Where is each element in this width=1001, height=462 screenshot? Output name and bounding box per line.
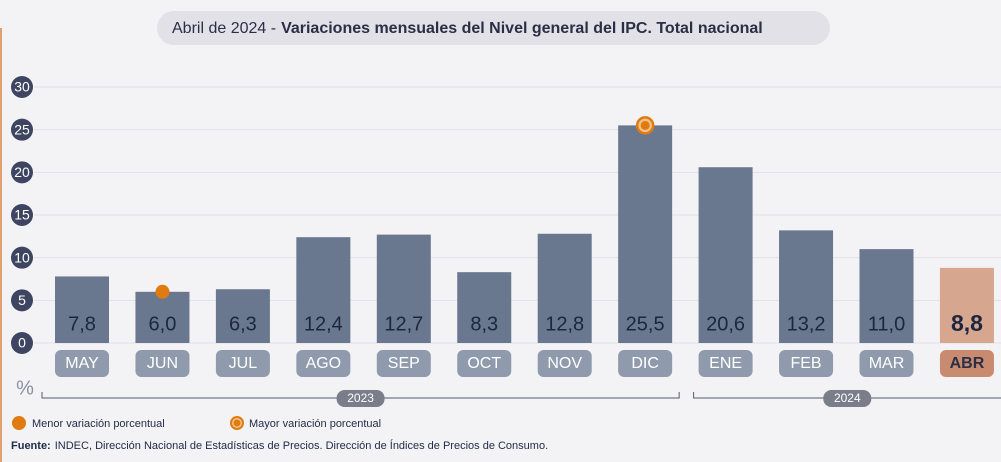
value-label: 11,0 (868, 313, 905, 335)
bar (296, 237, 351, 343)
category-pill (457, 350, 512, 377)
category-pill (779, 350, 834, 377)
y-tick-badge (11, 118, 33, 141)
x-tick-label: JUN (147, 355, 178, 372)
x-tick-label: FEB (790, 355, 821, 372)
x-tick-label: MAY (65, 355, 99, 372)
title-pill (157, 11, 830, 45)
bar (939, 267, 994, 343)
group-pill (823, 390, 872, 407)
category-pill (537, 350, 592, 377)
bar (376, 234, 431, 343)
y-tick-label: 30 (14, 79, 30, 95)
value-label: 25,5 (626, 313, 665, 335)
value-label: 12,7 (384, 313, 423, 335)
bar (779, 230, 834, 343)
y-tick-badge (11, 332, 33, 354)
x-tick-label: AGO (306, 355, 342, 372)
x-tick-label: NOV (547, 355, 582, 372)
title-date: Abril de 2024 - (172, 20, 276, 37)
y-tick-badge (11, 76, 33, 98)
y-tick-label: 25 (14, 121, 30, 137)
legend-max-core (233, 419, 241, 427)
value-label: 8,8 (951, 310, 983, 336)
category-pill (939, 350, 994, 377)
legend-min-symbol (12, 416, 26, 430)
source: Fuente: INDEC, Dirección Nacional de Esta… (11, 439, 548, 452)
legend-label: Menor variación porcentual (32, 418, 165, 430)
x-tick-label: ENE (709, 355, 742, 372)
y-tick-badge (11, 246, 33, 269)
min-marker (155, 284, 170, 299)
left-border (0, 28, 2, 462)
chart-title: Abril de 2024 - Variaciones mensuales del… (172, 20, 763, 37)
category-pill (859, 350, 914, 377)
value-label: 8,3 (470, 313, 498, 335)
y-tick-label: 0 (18, 335, 26, 351)
group-label: 2023 (347, 391, 374, 405)
x-tick-label: ABR (950, 355, 985, 372)
value-label: 13,2 (787, 313, 826, 335)
source-label: Fuente: (11, 440, 51, 452)
x-tick-label: MAR (869, 355, 905, 372)
x-tick-label: DIC (631, 355, 659, 372)
bar (698, 167, 753, 343)
bar (457, 272, 512, 343)
category-pill (135, 350, 190, 377)
category-pill (55, 350, 109, 377)
bar (215, 289, 270, 343)
y-tick-badge (11, 161, 33, 184)
bar (618, 125, 673, 344)
bar (55, 276, 109, 343)
category-pill (376, 350, 431, 377)
y-tick-label: 20 (14, 164, 30, 180)
y-tick-label: 15 (14, 207, 30, 223)
category-pill (215, 350, 270, 377)
value-label: 20,6 (706, 313, 745, 335)
value-label: 12,8 (545, 313, 584, 335)
bar (859, 249, 914, 343)
max-marker-core (640, 120, 650, 130)
value-label: 6,3 (229, 313, 257, 335)
value-label: 7,8 (68, 313, 96, 335)
y-axis-label: % (16, 377, 34, 399)
source-text: INDEC, Dirección Nacional de Estadística… (55, 439, 548, 452)
legend-label: Mayor variación porcentual (249, 418, 381, 430)
x-tick-label: OCT (467, 355, 501, 372)
y-tick-badge (11, 204, 33, 226)
x-tick-label: SEP (388, 355, 420, 372)
y-tick-label: 5 (18, 292, 26, 308)
value-label: 12,4 (304, 313, 343, 335)
group-pill (336, 390, 385, 407)
category-pill (296, 350, 351, 377)
bar (135, 291, 190, 343)
group-label: 2024 (834, 391, 861, 405)
category-pill (698, 350, 753, 377)
x-tick-label: JUL (229, 355, 258, 372)
value-label: 6,0 (149, 313, 177, 335)
y-tick-label: 10 (14, 249, 30, 265)
title-text: Variaciones mensuales del Nivel general … (281, 20, 763, 37)
bar (537, 233, 592, 343)
category-pill (618, 350, 673, 377)
y-tick-badge (11, 289, 33, 312)
group-bracket (693, 392, 1001, 399)
